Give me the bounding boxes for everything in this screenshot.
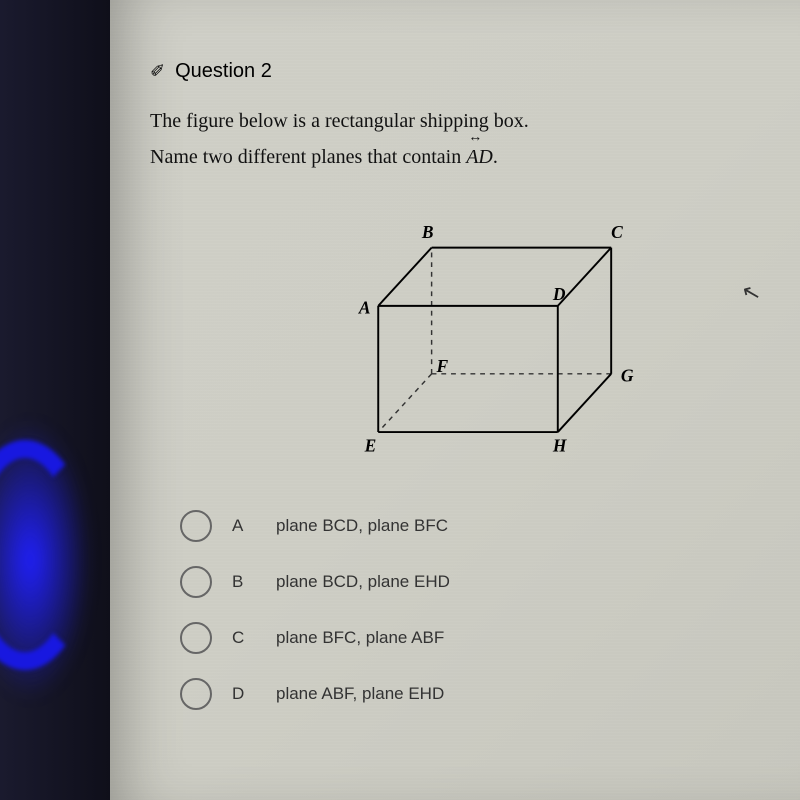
question-line-2: Name two different planes that contain A…: [150, 139, 770, 175]
radio-b[interactable]: [180, 566, 212, 598]
cuboid-svg: A B C D E F G H: [320, 205, 650, 465]
label-g: G: [621, 366, 634, 386]
pencil-icon: ✐: [150, 61, 165, 82]
answer-options: A plane BCD, plane BFC B plane BCD, plan…: [180, 510, 770, 710]
label-h: H: [552, 435, 568, 455]
option-text-d: plane ABF, plane EHD: [276, 684, 444, 704]
edge-fe: [378, 374, 431, 432]
quiz-content: ✐ Question 2 The figure below is a recta…: [110, 0, 800, 764]
edge-cd: [558, 248, 611, 306]
figure-container: A B C D E F G H: [200, 205, 770, 470]
radio-d[interactable]: [180, 678, 212, 710]
option-text-b: plane BCD, plane EHD: [276, 572, 450, 592]
radio-a[interactable]: [180, 510, 212, 542]
option-letter-d: D: [232, 684, 256, 704]
question-header: ✐ Question 2: [150, 60, 770, 83]
option-row-c[interactable]: C plane BFC, plane ABF: [180, 622, 770, 654]
option-row-a[interactable]: A plane BCD, plane BFC: [180, 510, 770, 542]
label-c: C: [611, 222, 623, 242]
option-row-d[interactable]: D plane ABF, plane EHD: [180, 678, 770, 710]
segment-ad: AD: [466, 139, 493, 175]
label-a: A: [358, 298, 371, 318]
question-text: The figure below is a rectangular shippi…: [150, 103, 770, 175]
option-text-a: plane BCD, plane BFC: [276, 516, 448, 536]
option-letter-b: B: [232, 572, 256, 592]
question-number: Question 2: [175, 60, 272, 83]
option-row-b[interactable]: B plane BCD, plane EHD: [180, 566, 770, 598]
radio-c[interactable]: [180, 622, 212, 654]
option-text-c: plane BFC, plane ABF: [276, 628, 444, 648]
quiz-screen: ✐ Question 2 The figure below is a recta…: [110, 0, 800, 800]
label-b: B: [421, 222, 434, 242]
edge-hg: [558, 374, 611, 432]
edge-ab: [378, 248, 431, 306]
monitor-bezel: [0, 0, 110, 800]
option-letter-a: A: [232, 516, 256, 536]
option-letter-c: C: [232, 628, 256, 648]
question-line-1: The figure below is a rectangular shippi…: [150, 103, 770, 139]
label-e: E: [364, 435, 377, 455]
label-f: F: [435, 356, 448, 376]
label-d: D: [552, 284, 566, 304]
